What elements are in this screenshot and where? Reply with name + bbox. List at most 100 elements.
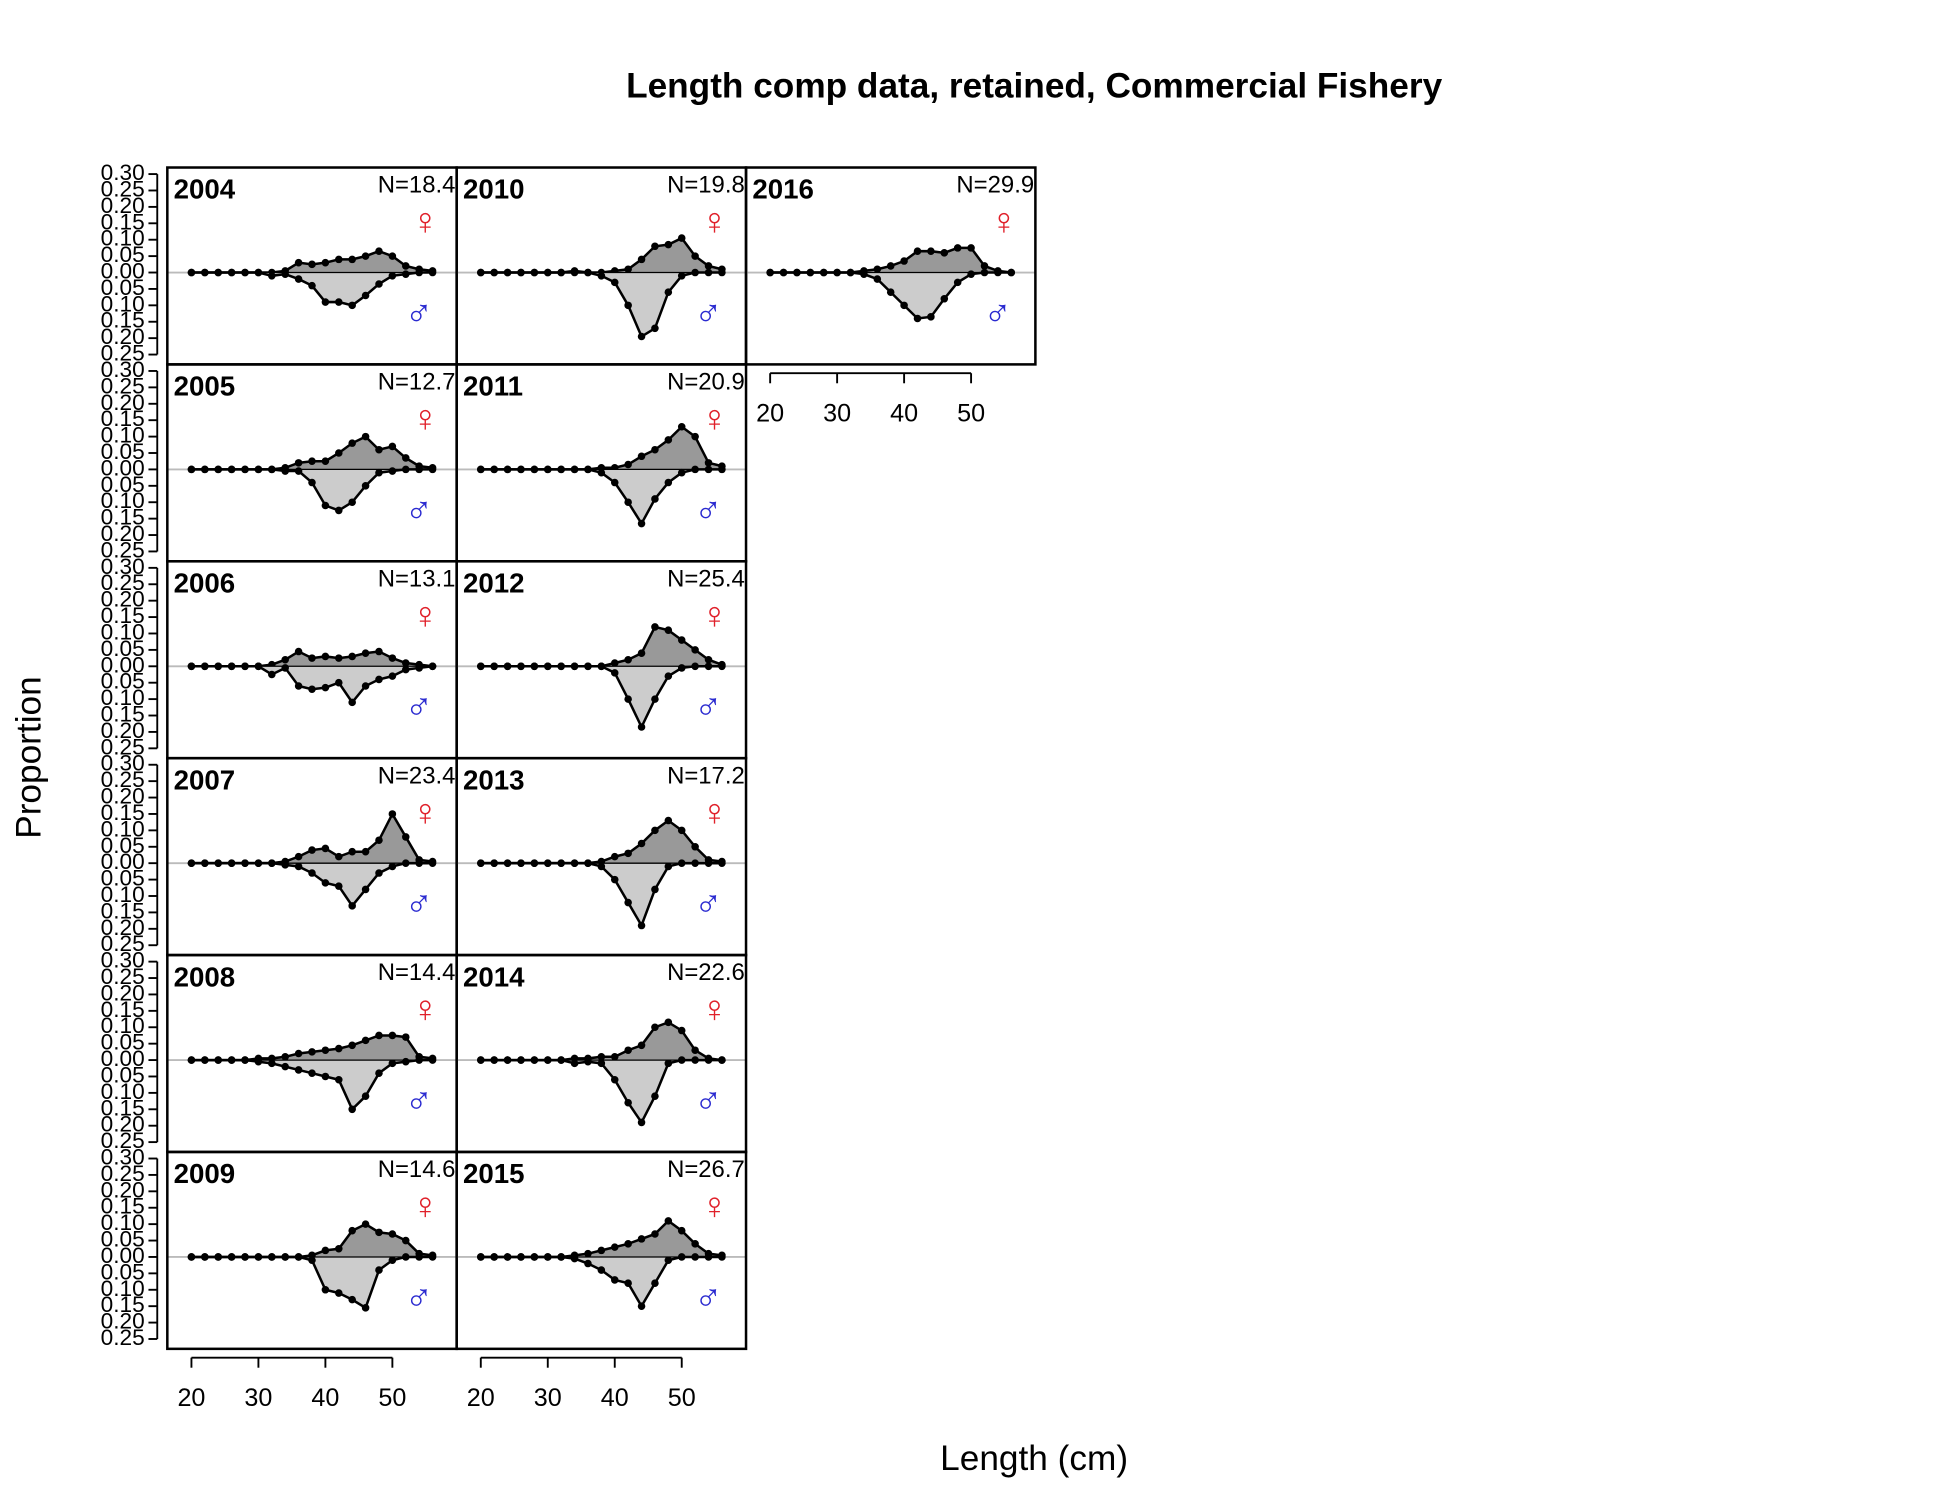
y-tick-label: 0.25 xyxy=(101,931,145,956)
male-point xyxy=(664,862,673,871)
male-point xyxy=(597,1059,606,1068)
female-point xyxy=(321,844,330,853)
male-point xyxy=(308,685,316,694)
female-point xyxy=(321,258,330,267)
male-point xyxy=(308,478,316,487)
male-point xyxy=(375,468,383,477)
female-point xyxy=(281,1053,289,1061)
female-point xyxy=(704,262,713,270)
male-point xyxy=(940,295,949,303)
female-point xyxy=(401,262,410,270)
female-point xyxy=(651,623,659,631)
y-tick-label: 0.10 xyxy=(101,816,145,841)
x-tick-label: 40 xyxy=(601,1384,629,1412)
female-area xyxy=(191,813,433,864)
male-point xyxy=(664,672,673,680)
x-tick-label: 20 xyxy=(467,1384,495,1412)
y-tick-label: 0.20 xyxy=(101,915,145,940)
female-point xyxy=(651,1230,659,1238)
female-point xyxy=(335,654,343,662)
male-point xyxy=(766,268,774,277)
female-point xyxy=(321,457,330,465)
y-tick-label: 0.15 xyxy=(101,505,145,530)
female-point xyxy=(691,646,699,654)
male-point xyxy=(610,669,619,677)
panel-n: N=26.7 xyxy=(667,1156,745,1183)
female-symbol: ♀ xyxy=(700,594,728,636)
male-point xyxy=(637,332,646,341)
female-point xyxy=(401,1236,410,1245)
y-tick-label: 0.05 xyxy=(101,866,145,891)
y-tick-label: 0.25 xyxy=(101,1161,145,1186)
female-point xyxy=(597,1053,606,1061)
female-point xyxy=(335,255,343,264)
female-point xyxy=(873,265,882,274)
x-tick-label: 30 xyxy=(244,1384,272,1412)
male-area xyxy=(191,1060,433,1110)
female-point xyxy=(624,1240,632,1248)
male-point xyxy=(624,695,632,703)
male-point xyxy=(610,875,619,884)
female-point xyxy=(980,262,989,270)
female-point xyxy=(401,659,410,667)
y-tick-label: 0.15 xyxy=(101,209,145,234)
x-tick-label: 30 xyxy=(823,399,851,427)
female-point xyxy=(900,257,908,265)
male-point xyxy=(664,288,673,296)
female-point xyxy=(375,1031,383,1040)
male-point xyxy=(254,1057,263,1066)
male-symbol: ♂ xyxy=(405,1079,433,1121)
male-point xyxy=(268,670,276,679)
male-point xyxy=(886,288,895,296)
male-point xyxy=(664,1059,673,1068)
female-point xyxy=(361,649,370,657)
male-point xyxy=(637,921,646,930)
female-point xyxy=(388,810,397,818)
panel-n: N=14.6 xyxy=(378,1156,456,1183)
male-point xyxy=(584,1057,592,1066)
male-point xyxy=(321,1285,330,1294)
female-point xyxy=(348,847,356,856)
female-point xyxy=(308,846,316,854)
y-tick-label: 0.00 xyxy=(101,1243,145,1268)
y-tick-label: 0.10 xyxy=(101,1276,145,1301)
male-point xyxy=(610,278,619,287)
x-tick-label: 50 xyxy=(668,1384,696,1412)
male-point xyxy=(335,506,343,515)
male-point xyxy=(637,1302,646,1310)
female-point xyxy=(401,1033,410,1041)
y-tick-label: 0.10 xyxy=(101,1079,145,1104)
female-point xyxy=(308,654,316,662)
y-tick-label: 0.20 xyxy=(101,980,145,1005)
female-area xyxy=(480,626,722,667)
female-point xyxy=(940,249,949,257)
y-tick-label: 0.15 xyxy=(101,997,145,1022)
x-tick-label: 40 xyxy=(890,399,918,427)
female-point xyxy=(886,262,895,270)
female-point xyxy=(388,1230,397,1238)
female-point xyxy=(677,1026,686,1035)
male-point xyxy=(375,1069,383,1077)
male-point xyxy=(388,467,397,475)
y-tick-label: 0.25 xyxy=(101,570,145,595)
x-tick-label: 50 xyxy=(957,399,985,427)
y-tick-label: 0.20 xyxy=(101,1112,145,1137)
male-point xyxy=(388,1256,397,1265)
y-tick-label: 0.10 xyxy=(101,882,145,907)
male-point xyxy=(375,280,383,288)
male-point xyxy=(651,885,659,894)
female-point xyxy=(388,654,397,662)
male-point xyxy=(651,1092,659,1100)
male-point xyxy=(321,298,330,306)
female-point xyxy=(388,442,397,451)
male-point xyxy=(294,1066,303,1074)
y-tick-label: 0.00 xyxy=(101,1046,145,1071)
female-area xyxy=(191,1224,433,1257)
panel-year: 2008 xyxy=(174,961,236,992)
female-point xyxy=(308,457,316,465)
y-tick-label: 0.10 xyxy=(101,226,145,251)
female-point xyxy=(610,659,619,667)
male-point xyxy=(348,698,356,707)
male-point xyxy=(348,902,356,910)
y-tick-label: 0.10 xyxy=(101,1210,145,1235)
